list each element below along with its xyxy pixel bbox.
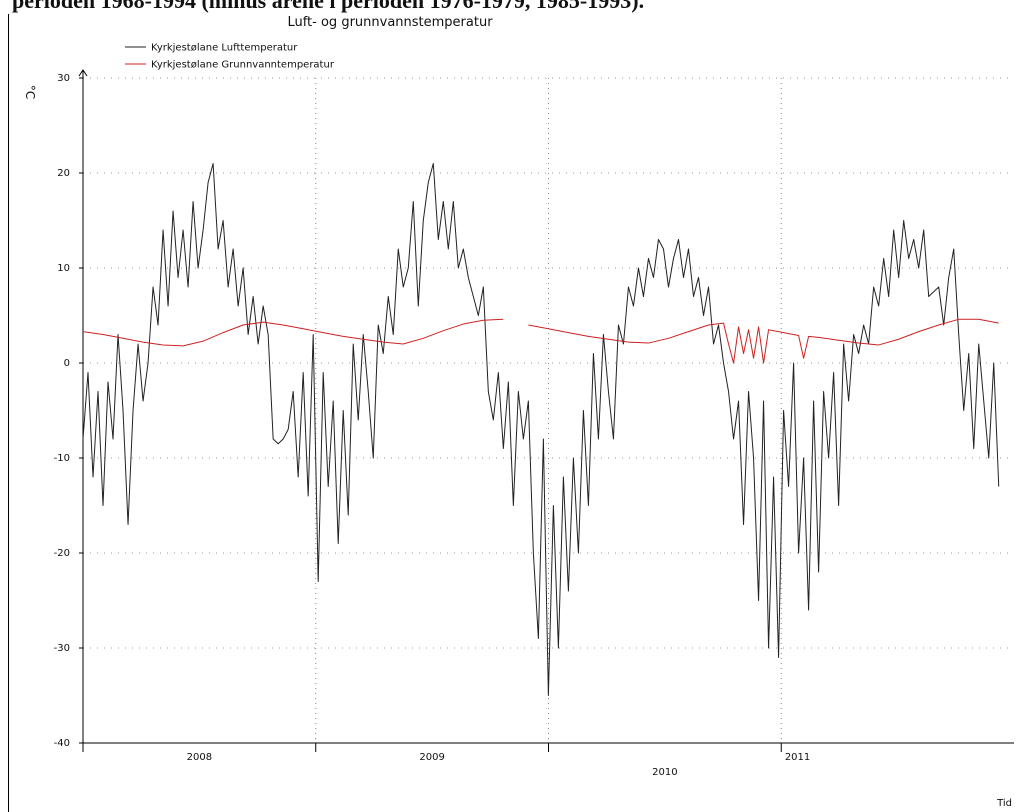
y-tick-label: -10 bbox=[54, 453, 70, 464]
legend-label: Kyrkjestølane Lufttemperatur bbox=[151, 43, 298, 54]
x-tick-label: 2011 bbox=[785, 752, 810, 763]
x-tick-label: 2009 bbox=[419, 752, 444, 763]
x-tick-label: 2010 bbox=[652, 767, 677, 778]
y-tick-label: -30 bbox=[54, 643, 70, 654]
y-tick-label: -20 bbox=[54, 548, 70, 559]
y-tick-label: 10 bbox=[57, 263, 70, 274]
series-line bbox=[82, 318, 999, 364]
y-tick-label: 30 bbox=[57, 73, 70, 84]
legend-label: Kyrkjestølane Grunnvanntemperatur bbox=[151, 60, 335, 71]
x-tick-label: 2008 bbox=[187, 752, 212, 763]
x-axis-label: Tid bbox=[996, 798, 1012, 809]
y-tick-label: -40 bbox=[54, 738, 70, 749]
y-tick-label: 0 bbox=[64, 358, 70, 369]
y-axis-label: °C bbox=[23, 85, 37, 99]
y-tick-label: 20 bbox=[57, 168, 70, 179]
chart-title: Luft- og grunnvannstemperatur bbox=[287, 15, 493, 30]
y-axis-arrow bbox=[78, 69, 88, 77]
series-line bbox=[82, 163, 1000, 696]
caption: perioden 1968-1994 (minus årene i period… bbox=[12, 0, 644, 13]
